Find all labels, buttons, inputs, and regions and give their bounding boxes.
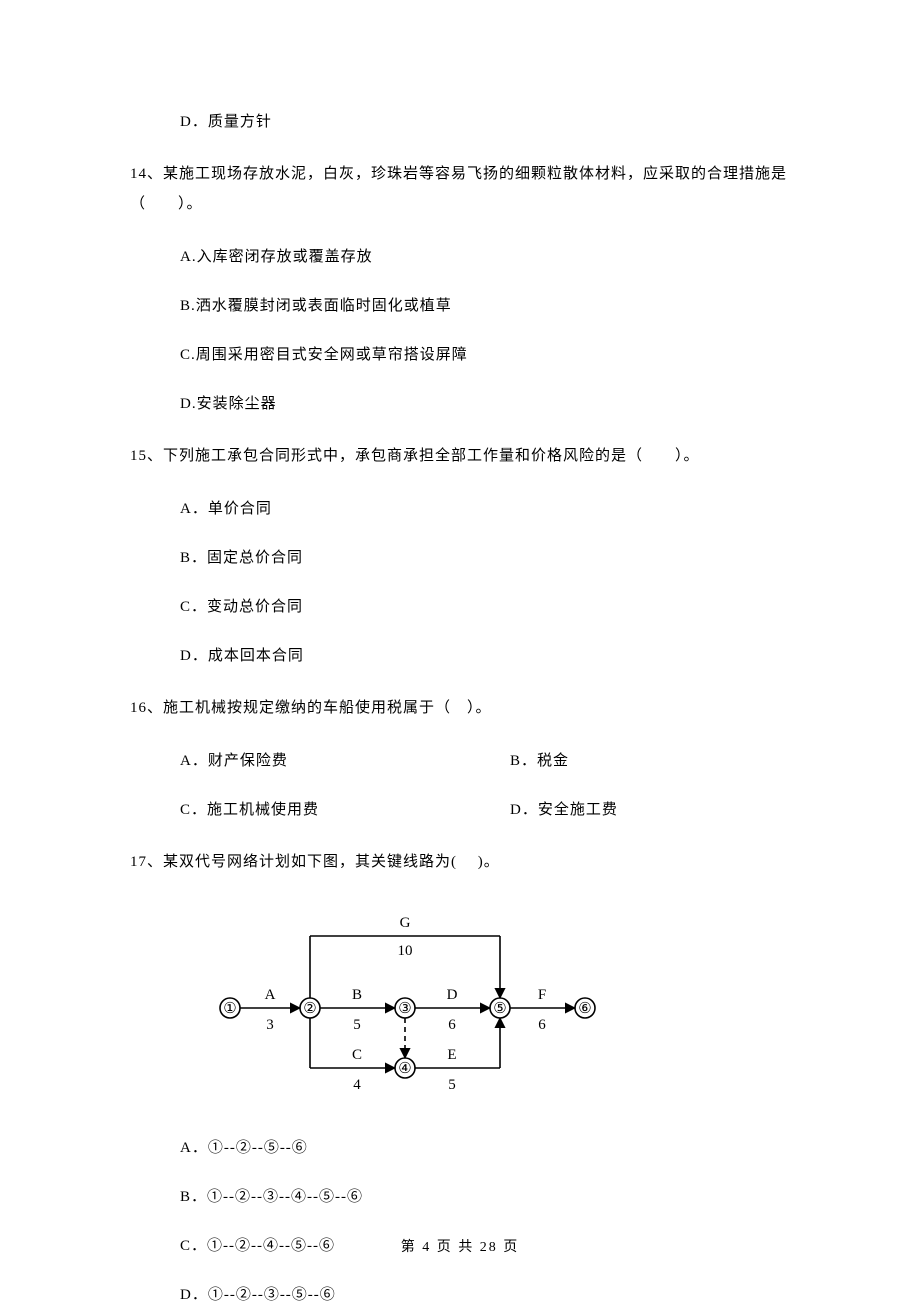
- q14-option-b: B.洒水覆膜封闭或表面临时固化或植草: [130, 294, 790, 315]
- svg-text:B: B: [352, 987, 362, 1003]
- q15-option-c: C．变动总价合同: [130, 595, 790, 616]
- q16-row2: C．施工机械使用费 D．安全施工费: [130, 798, 790, 847]
- q16-option-d: D．安全施工费: [460, 798, 790, 819]
- q15-option-a: A．单价合同: [130, 497, 790, 518]
- svg-text:G: G: [400, 915, 411, 931]
- svg-text:5: 5: [353, 1017, 361, 1033]
- q14-option-d: D.安装除尘器: [130, 392, 790, 413]
- svg-text:①: ①: [223, 1001, 236, 1017]
- svg-text:3: 3: [266, 1017, 274, 1033]
- svg-text:6: 6: [538, 1017, 546, 1033]
- q16-option-a: A．财产保险费: [130, 749, 460, 770]
- q14-option-a: A.入库密闭存放或覆盖存放: [130, 245, 790, 266]
- network-svg: A 3 B 5 D 6 F 6 C 4 E 5 G 10 ① ② ③ ④ ⑤ ⑥: [200, 903, 610, 1103]
- page-footer: 第 4 页 共 28 页: [0, 1236, 920, 1256]
- q14-stem: 14、某施工现场存放水泥，白灰，珍珠岩等容易飞扬的细颗粒散体材料，应采取的合理措…: [130, 159, 790, 219]
- q16-stem: 16、施工机械按规定缴纳的车船使用税属于（ ）。: [130, 693, 790, 723]
- q17-stem: 17、某双代号网络计划如下图，其关键线路为( )。: [130, 847, 790, 877]
- q13-option-d: D．质量方针: [130, 110, 790, 131]
- q17-option-d: D．①--②--③--⑤--⑥: [130, 1283, 790, 1304]
- svg-text:⑤: ⑤: [493, 1001, 506, 1017]
- q16-option-b: B．税金: [460, 749, 790, 770]
- svg-text:D: D: [447, 987, 458, 1003]
- q15-option-b: B．固定总价合同: [130, 546, 790, 567]
- svg-text:5: 5: [448, 1077, 456, 1093]
- network-diagram: A 3 B 5 D 6 F 6 C 4 E 5 G 10 ① ② ③ ④ ⑤ ⑥: [200, 903, 790, 1108]
- q15-stem: 15、下列施工承包合同形式中，承包商承担全部工作量和价格风险的是（ ）。: [130, 441, 790, 471]
- q14-option-c: C.周围采用密目式安全网或草帘搭设屏障: [130, 343, 790, 364]
- q16-option-c: C．施工机械使用费: [130, 798, 460, 819]
- svg-text:F: F: [538, 987, 546, 1003]
- page: D．质量方针 14、某施工现场存放水泥，白灰，珍珠岩等容易飞扬的细颗粒散体材料，…: [0, 0, 920, 1302]
- q17-option-a: A．①--②--⑤--⑥: [130, 1136, 790, 1157]
- q17-option-b: B．①--②--③--④--⑤--⑥: [130, 1185, 790, 1206]
- svg-text:6: 6: [448, 1017, 456, 1033]
- svg-text:③: ③: [398, 1001, 411, 1017]
- q16-row1: A．财产保险费 B．税金: [130, 749, 790, 798]
- svg-text:④: ④: [398, 1061, 411, 1077]
- svg-text:C: C: [352, 1047, 362, 1063]
- svg-text:⑥: ⑥: [578, 1001, 591, 1017]
- svg-text:A: A: [265, 987, 276, 1003]
- svg-text:E: E: [447, 1047, 456, 1063]
- q15-option-d: D．成本回本合同: [130, 644, 790, 665]
- svg-text:4: 4: [353, 1077, 361, 1093]
- svg-text:10: 10: [398, 943, 413, 959]
- svg-text:②: ②: [303, 1001, 316, 1017]
